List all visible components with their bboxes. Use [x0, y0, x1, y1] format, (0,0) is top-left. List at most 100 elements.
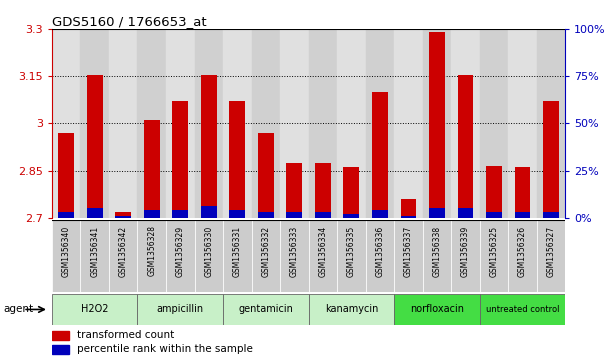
Text: percentile rank within the sample: percentile rank within the sample [76, 344, 252, 354]
Text: GSM1356326: GSM1356326 [518, 225, 527, 277]
Text: gentamicin: gentamicin [238, 305, 293, 314]
Bar [543, 101, 559, 218]
Text: GSM1356330: GSM1356330 [204, 225, 213, 277]
Bar [137, 29, 166, 218]
Bar [59, 212, 74, 218]
Text: GSM1356329: GSM1356329 [176, 225, 185, 277]
FancyBboxPatch shape [52, 294, 137, 325]
Bar [201, 207, 216, 218]
Text: GSM1356335: GSM1356335 [347, 225, 356, 277]
Text: ampicillin: ampicillin [156, 305, 204, 314]
FancyBboxPatch shape [365, 220, 394, 292]
Bar [229, 210, 245, 218]
Bar [87, 75, 103, 218]
Bar [52, 345, 69, 354]
Text: GSM1356336: GSM1356336 [375, 225, 384, 277]
Bar [52, 29, 81, 218]
Bar [536, 29, 565, 218]
FancyBboxPatch shape [81, 220, 109, 292]
FancyBboxPatch shape [508, 220, 536, 292]
Text: kanamycin: kanamycin [324, 305, 378, 314]
Text: transformed count: transformed count [76, 330, 174, 340]
FancyBboxPatch shape [536, 220, 565, 292]
FancyBboxPatch shape [52, 220, 81, 292]
Bar [172, 210, 188, 218]
FancyBboxPatch shape [309, 220, 337, 292]
FancyBboxPatch shape [394, 294, 480, 325]
Text: GSM1356338: GSM1356338 [433, 225, 441, 277]
Bar [87, 208, 103, 218]
FancyBboxPatch shape [309, 294, 394, 325]
Bar [252, 29, 280, 218]
Text: GSM1356342: GSM1356342 [119, 225, 128, 277]
Bar [115, 216, 131, 218]
Bar [543, 212, 559, 218]
Bar [451, 29, 480, 218]
FancyBboxPatch shape [166, 220, 194, 292]
FancyBboxPatch shape [194, 220, 223, 292]
Bar [458, 75, 473, 218]
Text: GSM1356334: GSM1356334 [318, 225, 327, 277]
Text: untreated control: untreated control [486, 305, 559, 314]
Text: GSM1356331: GSM1356331 [233, 225, 242, 277]
Bar [315, 212, 331, 218]
FancyBboxPatch shape [394, 220, 423, 292]
Bar [458, 208, 473, 218]
Text: GSM1356340: GSM1356340 [62, 225, 71, 277]
Bar [423, 29, 451, 218]
Bar [81, 29, 109, 218]
Text: agent: agent [3, 305, 33, 314]
Bar [508, 29, 536, 218]
FancyBboxPatch shape [137, 220, 166, 292]
Bar [166, 29, 194, 218]
Bar [287, 212, 302, 218]
Text: GSM1356325: GSM1356325 [489, 225, 499, 277]
Bar [258, 212, 274, 218]
Bar [309, 29, 337, 218]
FancyBboxPatch shape [480, 220, 508, 292]
Bar [401, 216, 416, 218]
Text: GSM1356339: GSM1356339 [461, 225, 470, 277]
FancyBboxPatch shape [109, 220, 137, 292]
Text: GSM1356333: GSM1356333 [290, 225, 299, 277]
Text: GDS5160 / 1766653_at: GDS5160 / 1766653_at [52, 15, 207, 28]
Bar [514, 167, 530, 218]
Bar [315, 163, 331, 218]
Bar [201, 75, 216, 218]
Bar [343, 167, 359, 218]
FancyBboxPatch shape [423, 220, 451, 292]
FancyBboxPatch shape [337, 220, 365, 292]
Bar [372, 210, 388, 218]
Bar [59, 133, 74, 218]
Bar [486, 212, 502, 218]
FancyBboxPatch shape [252, 220, 280, 292]
Text: H2O2: H2O2 [81, 305, 109, 314]
Bar [223, 29, 252, 218]
Bar [480, 29, 508, 218]
Bar [52, 331, 69, 340]
Bar [372, 92, 388, 218]
FancyBboxPatch shape [137, 294, 223, 325]
Bar [337, 29, 365, 218]
FancyBboxPatch shape [280, 220, 309, 292]
Text: norfloxacin: norfloxacin [410, 305, 464, 314]
Text: GSM1356327: GSM1356327 [546, 225, 555, 277]
FancyBboxPatch shape [480, 294, 565, 325]
Bar [365, 29, 394, 218]
Bar [394, 29, 423, 218]
Bar [144, 210, 159, 218]
FancyBboxPatch shape [451, 220, 480, 292]
Bar [229, 101, 245, 218]
Bar [429, 208, 445, 218]
Bar [287, 163, 302, 218]
FancyBboxPatch shape [223, 220, 252, 292]
Bar [109, 29, 137, 218]
Bar [486, 166, 502, 218]
Bar [194, 29, 223, 218]
Bar [401, 199, 416, 218]
Text: GSM1356341: GSM1356341 [90, 225, 99, 277]
FancyBboxPatch shape [223, 294, 309, 325]
Bar [429, 32, 445, 218]
Bar [115, 212, 131, 218]
Bar [258, 133, 274, 218]
